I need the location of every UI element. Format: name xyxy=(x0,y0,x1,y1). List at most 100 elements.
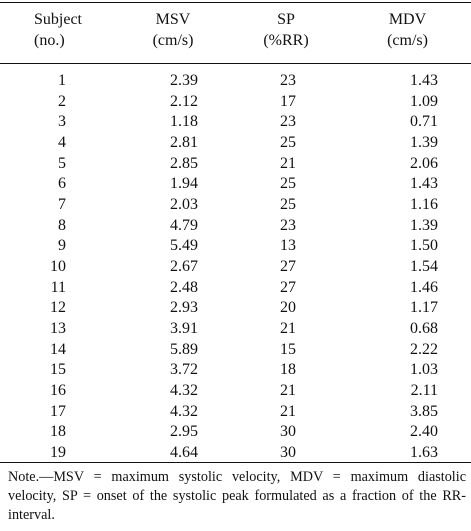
table-row: 18 2.95 30 2.40 xyxy=(0,422,471,443)
data-table: Subject MSV SP MDV (no.) (cm/s) (%RR) (c… xyxy=(0,0,471,464)
cell-msv: 1.18 xyxy=(170,113,198,131)
table-row: 3 1.18 23 0.71 xyxy=(0,112,471,133)
cell-msv: 2.39 xyxy=(170,72,198,89)
cell-subject: 12 xyxy=(50,299,66,317)
cell-sp: 25 xyxy=(280,175,296,193)
top-rule xyxy=(0,2,471,3)
cell-sp: 21 xyxy=(280,319,296,337)
cell-sp: 13 xyxy=(280,237,296,255)
cell-msv: 2.03 xyxy=(170,195,198,213)
header-msv-line2: (cm/s) xyxy=(152,32,194,49)
cell-subject: 15 xyxy=(50,361,66,379)
cell-mdv: 1.43 xyxy=(410,175,438,193)
cell-msv: 2.93 xyxy=(170,299,198,317)
cell-sp: 17 xyxy=(280,92,296,110)
table-row: 12 2.93 20 1.17 xyxy=(0,298,471,319)
cell-mdv: 1.17 xyxy=(410,299,438,317)
cell-subject: 5 xyxy=(58,154,66,172)
header-msv-line1: MSV xyxy=(155,11,191,28)
cell-subject: 16 xyxy=(50,381,66,399)
cell-msv: 3.72 xyxy=(170,361,198,379)
table-row: 9 5.49 13 1.50 xyxy=(0,236,471,257)
cell-subject: 8 xyxy=(58,216,66,234)
cell-mdv: 1.39 xyxy=(410,133,438,151)
cell-msv: 2.12 xyxy=(170,92,198,110)
cell-mdv: 1.54 xyxy=(410,257,438,275)
cell-subject: 13 xyxy=(50,319,66,337)
cell-sp: 18 xyxy=(280,361,296,379)
header-sp-line1: SP xyxy=(277,11,295,28)
cell-msv: 4.32 xyxy=(170,402,198,420)
cell-sp: 20 xyxy=(280,299,296,317)
cell-subject: 17 xyxy=(50,402,66,420)
cell-mdv: 3.85 xyxy=(410,402,438,420)
cell-mdv: 2.06 xyxy=(410,154,438,172)
cell-subject: 19 xyxy=(50,443,66,461)
table-row: 8 4.79 23 1.39 xyxy=(0,216,471,237)
table-row: 19 4.64 30 1.63 xyxy=(0,443,471,464)
cell-sp: 23 xyxy=(280,216,296,234)
table-row: 2 2.12 17 1.09 xyxy=(0,92,471,113)
table-row: 15 3.72 18 1.03 xyxy=(0,360,471,381)
cell-sp: 25 xyxy=(280,133,296,151)
table-header: Subject MSV SP MDV (no.) (cm/s) (%RR) (c… xyxy=(0,0,471,63)
cell-sp: 25 xyxy=(280,195,296,213)
table-row: 10 2.67 27 1.54 xyxy=(0,257,471,278)
cell-mdv: 1.63 xyxy=(410,443,438,461)
cell-subject: 6 xyxy=(58,175,66,193)
table-row: 13 3.91 21 0.68 xyxy=(0,319,471,340)
cell-subject: 3 xyxy=(58,113,66,131)
cell-sp: 30 xyxy=(280,423,296,441)
header-mdv-line2: (cm/s) xyxy=(387,32,428,49)
table-row: 6 1.94 25 1.43 xyxy=(0,174,471,195)
cell-mdv: 2.22 xyxy=(410,340,438,358)
cell-sp: 23 xyxy=(280,72,296,89)
cell-sp: 21 xyxy=(280,154,296,172)
header-rule xyxy=(0,63,471,64)
cell-mdv: 2.11 xyxy=(410,381,438,399)
cell-sp: 27 xyxy=(280,278,296,296)
cell-sp: 30 xyxy=(280,443,296,461)
cell-sp: 27 xyxy=(280,257,296,275)
table-row: 5 2.85 21 2.06 xyxy=(0,154,471,175)
table-row: 11 2.48 27 1.46 xyxy=(0,278,471,299)
cell-subject: 10 xyxy=(50,257,66,275)
cell-msv: 4.32 xyxy=(170,381,198,399)
cell-mdv: 1.46 xyxy=(410,278,438,296)
cell-msv: 5.89 xyxy=(170,340,198,358)
cell-mdv: 1.43 xyxy=(410,72,438,89)
header-subject-line1: Subject xyxy=(34,11,82,28)
bottom-rule xyxy=(0,462,471,463)
table-row: 7 2.03 25 1.16 xyxy=(0,195,471,216)
cell-sp: 21 xyxy=(280,381,296,399)
cell-mdv: 1.16 xyxy=(410,195,438,213)
cell-mdv: 0.71 xyxy=(410,113,438,131)
cell-msv: 5.49 xyxy=(170,237,198,255)
cell-sp: 15 xyxy=(280,340,296,358)
table-note: Note.—MSV = maximum systolic velocity, M… xyxy=(8,469,466,523)
header-mdv-line1: MDV xyxy=(388,11,427,28)
table-row: 14 5.89 15 2.22 xyxy=(0,340,471,361)
cell-msv: 2.95 xyxy=(170,423,198,441)
cell-subject: 4 xyxy=(58,133,66,151)
header-subject-line2: (no.) xyxy=(34,32,65,49)
cell-subject: 18 xyxy=(50,423,66,441)
table-row: 17 4.32 21 3.85 xyxy=(0,402,471,423)
cell-sp: 23 xyxy=(280,113,296,131)
cell-mdv: 2.40 xyxy=(410,423,438,441)
cell-subject: 1 xyxy=(58,72,66,89)
cell-msv: 1.94 xyxy=(170,175,198,193)
cell-sp: 21 xyxy=(280,402,296,420)
cell-subject: 11 xyxy=(50,278,66,296)
table-row: 1 2.39 23 1.43 xyxy=(0,71,471,92)
cell-mdv: 1.03 xyxy=(410,361,438,379)
cell-msv: 2.67 xyxy=(170,257,198,275)
cell-msv: 2.48 xyxy=(170,278,198,296)
cell-mdv: 1.50 xyxy=(410,237,438,255)
cell-msv: 2.81 xyxy=(170,133,198,151)
cell-msv: 4.64 xyxy=(170,443,198,461)
cell-subject: 7 xyxy=(58,195,66,213)
header-sp-line2: (%RR) xyxy=(263,32,309,49)
cell-msv: 2.85 xyxy=(170,154,198,172)
